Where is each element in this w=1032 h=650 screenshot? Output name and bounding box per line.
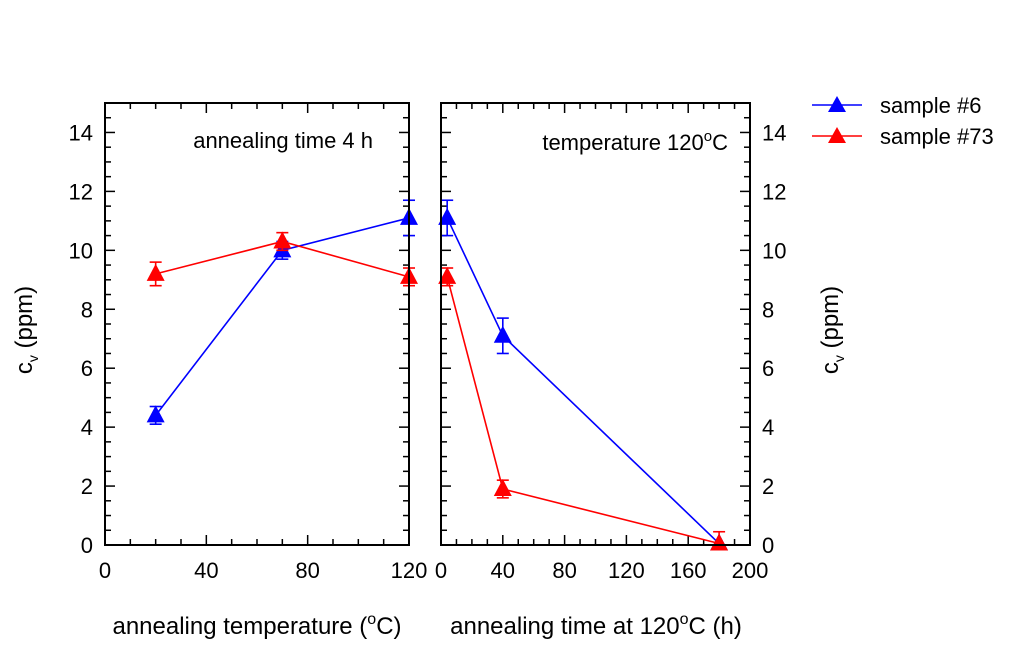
annotation-left: annealing time 4 h: [193, 128, 373, 153]
y-tick-label: 4: [762, 415, 774, 440]
panel-left-annealing-temperature: 0 40 80 120 0 2 4 6 8 10 12 14 annealing time 4 h a…: [11, 102, 428, 640]
y-tick-label: 12: [69, 179, 93, 204]
legend: sample #6 sample #73: [812, 93, 994, 149]
series-line-sample-6: [446, 217, 720, 545]
annotation-right: temperature 120oC: [542, 128, 728, 155]
y-tick-label: 10: [69, 238, 93, 263]
data-point-sample-73: [273, 231, 292, 249]
data-point-sample-6: [438, 207, 457, 225]
y-tick-label: 2: [81, 474, 93, 499]
x-tick-label: 80: [295, 558, 319, 583]
y-tick-label: 0: [81, 533, 93, 558]
y-axis-label-left: cv (ppm): [11, 286, 41, 374]
x-tick-label: 120: [391, 558, 428, 583]
x-tick-label: 40: [194, 558, 218, 583]
legend-item-sample-6: sample #6: [812, 93, 982, 118]
data-point-sample-6: [493, 325, 512, 343]
x-tick-label: 0: [435, 558, 447, 583]
x-tick-label: 80: [552, 558, 576, 583]
x-axis-label-left: annealing temperature (oC): [112, 611, 401, 640]
y-tick-label: 6: [762, 356, 774, 381]
legend-item-sample-73: sample #73: [812, 124, 994, 149]
x-axis-label-right: annealing time at 120oC (h): [450, 611, 742, 640]
legend-marker-sample-6: [828, 96, 846, 112]
plot-frame-right: [440, 102, 751, 546]
data-point-sample-6: [146, 405, 165, 423]
y-tick-label: 8: [762, 297, 774, 322]
y-tick-label: 10: [762, 238, 786, 263]
y-tick-label: 4: [81, 415, 93, 440]
x-tick-label: 160: [670, 558, 707, 583]
data-point-sample-73: [438, 266, 457, 284]
y-tick-label: 14: [762, 120, 786, 145]
x-tick-label: 40: [491, 558, 515, 583]
data-point-sample-73: [146, 263, 165, 281]
legend-marker-sample-73: [828, 127, 846, 143]
y-tick-label: 14: [69, 120, 93, 145]
y-axis-label-right: cv (ppm): [817, 286, 847, 374]
y-tick-label: 6: [81, 356, 93, 381]
data-point-sample-73: [710, 533, 729, 551]
x-tick-label: 120: [608, 558, 645, 583]
x-tick-label: 0: [99, 558, 111, 583]
y-tick-label: 8: [81, 297, 93, 322]
legend-label-sample-6: sample #6: [880, 93, 982, 118]
y-tick-label: 2: [762, 474, 774, 499]
x-tick-label: 200: [732, 558, 769, 583]
y-tick-label: 12: [762, 179, 786, 204]
legend-label-sample-73: sample #73: [880, 124, 994, 149]
data-point-sample-73: [493, 479, 512, 497]
y-tick-label: 0: [762, 533, 774, 558]
plot-frame-left: [104, 102, 410, 546]
